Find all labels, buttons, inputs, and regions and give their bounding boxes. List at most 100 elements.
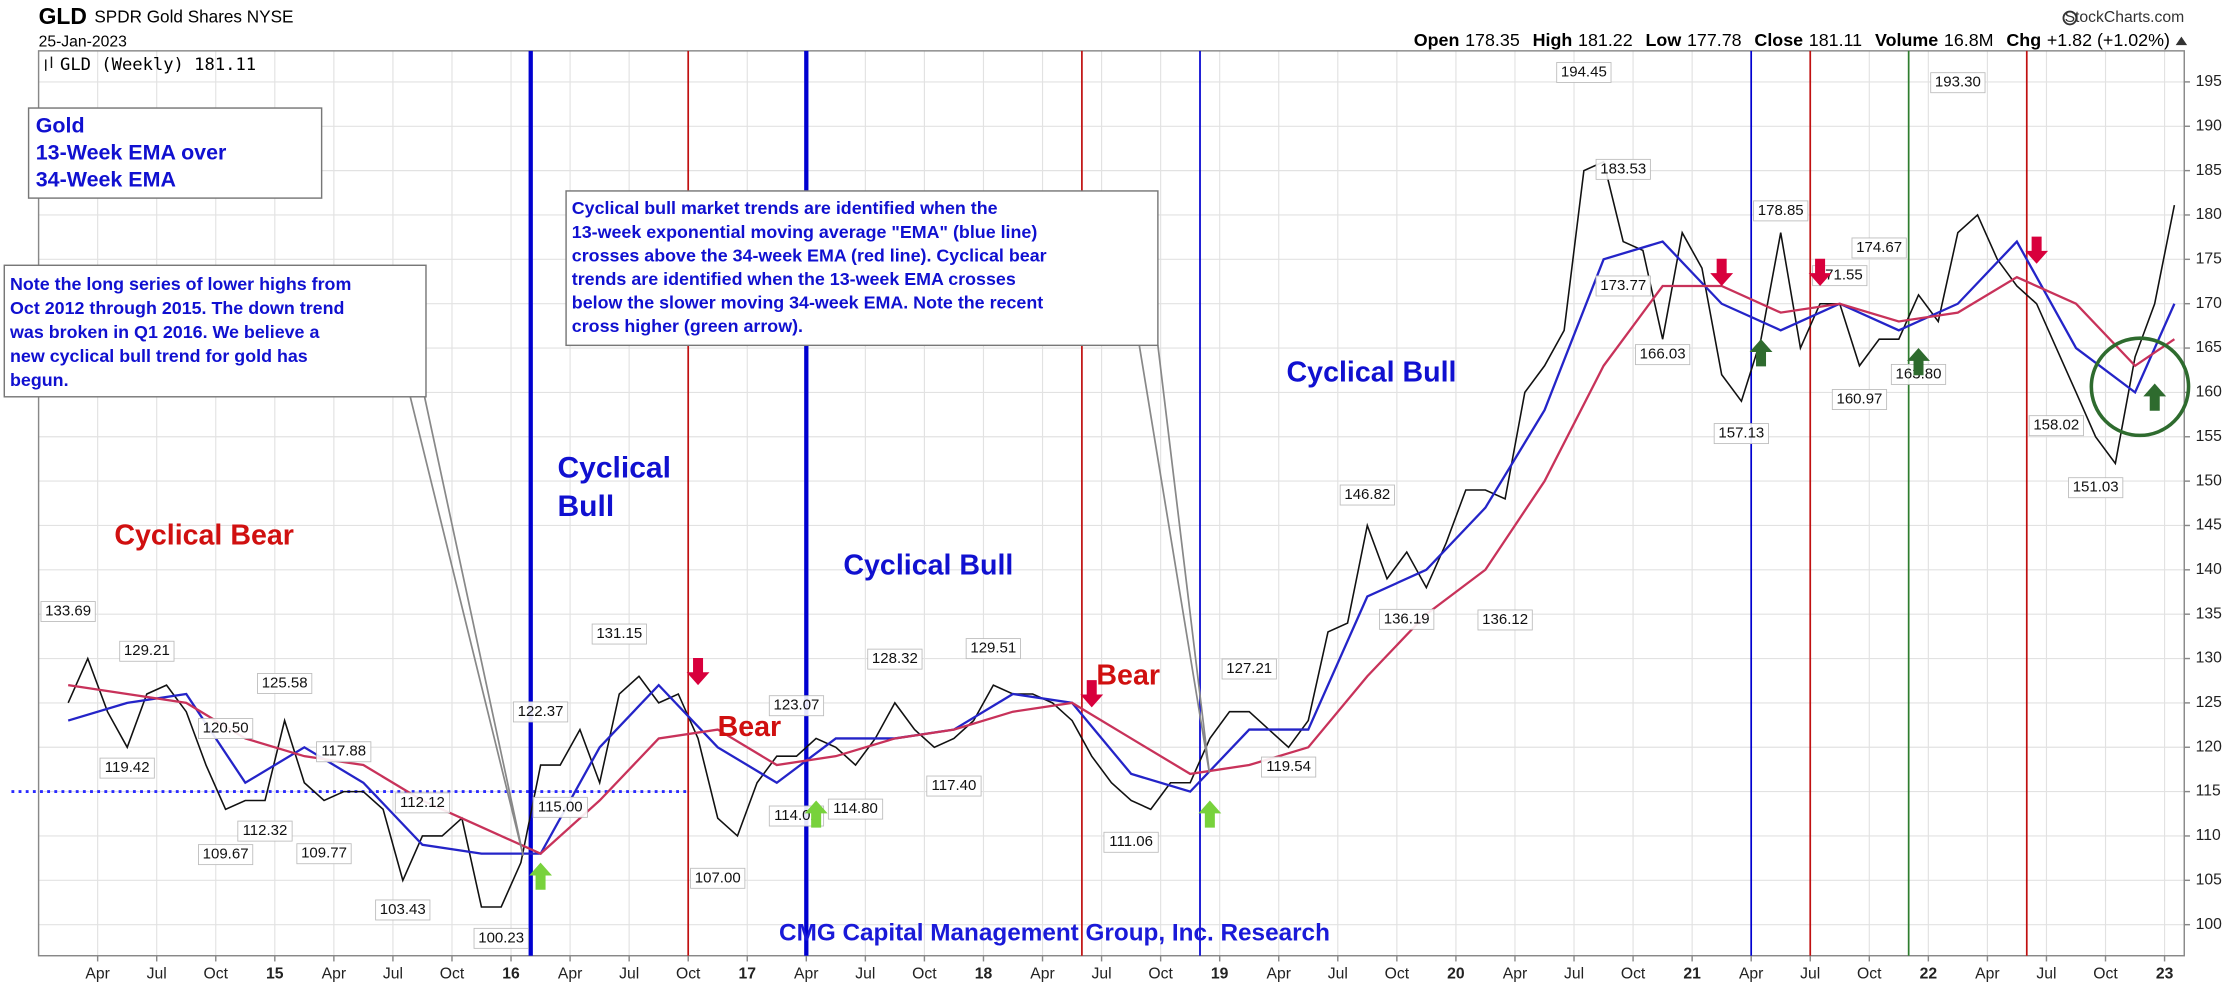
price-label-box [926, 775, 982, 797]
x-tick-label: Apr [1267, 965, 1291, 982]
x-tick-label: 15 [266, 965, 284, 982]
note-line: Cyclical bull market trends are identifi… [572, 198, 998, 218]
y-tick-label: 170 [2196, 295, 2222, 312]
price-label-box [237, 820, 293, 842]
legend-icon [45, 56, 53, 71]
price-label-box [1261, 756, 1317, 778]
note-line: was broken in Q1 2016. We believe a [9, 322, 320, 342]
price-label: 109.77 [301, 845, 347, 862]
phase-label: Cyclical Bear [114, 519, 294, 551]
stat-label: Open [1414, 30, 1460, 50]
price-label-box [296, 843, 352, 865]
x-tick-label: Oct [912, 965, 937, 982]
legend-box-line: 13-Week EMA over [36, 140, 227, 164]
price-label-box [375, 899, 431, 921]
note-box [565, 190, 1159, 347]
price-label-box [99, 757, 155, 779]
x-tick-label: 22 [1920, 965, 1938, 982]
chart-date: 25-Jan-2023 [39, 33, 128, 50]
x-tick-label: Jul [855, 965, 875, 982]
x-tick-label: Oct [2093, 965, 2118, 982]
price-label-box [1831, 389, 1888, 410]
price-label: 115.00 [538, 798, 583, 815]
price-label-box [768, 695, 825, 717]
x-tick-label: Jul [2036, 965, 2056, 982]
price-label: 178.85 [1758, 202, 1804, 219]
price-label: 146.82 [1344, 486, 1390, 503]
price-label: 103.43 [380, 901, 426, 918]
price-label: 193.30 [1935, 74, 1981, 91]
x-tick-label: 23 [2156, 965, 2174, 982]
price-label: 136.19 [1384, 610, 1430, 627]
stats: Open 178.35 High 181.22 Low 177.78 Close 181.11… [1414, 30, 2170, 50]
x-tick-label: Apr [85, 965, 109, 982]
y-tick-label: 135 [2196, 605, 2222, 622]
price-label-box [394, 792, 451, 814]
price-label: 136.12 [1482, 611, 1528, 628]
price-label: 117.40 [932, 777, 977, 794]
x-tick-label: 20 [1447, 965, 1465, 982]
x-tick-label: Jul [383, 965, 403, 982]
plot-frame [37, 50, 2185, 957]
price-label-box [1477, 609, 1533, 631]
stat-label: Low [1646, 30, 1682, 50]
price-label: 183.53 [1600, 160, 1646, 177]
stat-value: 177.78 [1687, 30, 1742, 50]
x-tick-label: Jul [1564, 965, 1584, 982]
note-line: begun. [10, 370, 69, 390]
x-tick-label: Jul [147, 965, 167, 982]
chart-title: GLD [39, 3, 87, 29]
y-tick-label: 110 [2196, 827, 2221, 844]
x-tick-label: Apr [1503, 965, 1527, 982]
price-label-box [1379, 608, 1435, 630]
phase-label: Bear [1096, 660, 1160, 692]
signal-arrow [1907, 348, 1930, 376]
price-label: 117.88 [321, 743, 366, 760]
phase-label: Cyclical [557, 452, 670, 485]
price-label: 127.21 [1226, 660, 1272, 677]
arrows [529, 236, 2167, 890]
price-label-box [40, 601, 96, 622]
y-tick-label: 145 [2196, 517, 2222, 534]
y-tick-label: 150 [2196, 472, 2222, 489]
price-label-box [2028, 415, 2084, 437]
signal-arrow [1749, 339, 1773, 367]
price-label: 166.03 [1640, 346, 1686, 363]
phase-label: Cyclical Bull [1287, 356, 1457, 388]
x-tick-label: Jul [1328, 965, 1348, 982]
y-tick-label: 195 [2196, 73, 2222, 90]
price-label-box [1595, 275, 1651, 297]
x-tick-label: 16 [502, 965, 520, 982]
note-line: new cyclical bull trend for gold has [10, 346, 308, 366]
price-label: 100.23 [478, 929, 524, 946]
price-label: 122.37 [518, 703, 564, 720]
price-label: 158.02 [2033, 417, 2079, 434]
price-label-box [690, 867, 746, 889]
source-logo [2062, 10, 2078, 26]
signal-arrow [804, 800, 828, 828]
price-label-box [198, 844, 254, 866]
legend-label: GLD (Weekly) 181.11 [60, 55, 256, 75]
y-tick-label: 185 [2196, 162, 2222, 179]
price-label: 157.13 [1718, 425, 1764, 442]
x-tick-label: 21 [1683, 965, 1701, 982]
price-label-box [1753, 200, 1809, 222]
price-label: 114.80 [833, 800, 878, 817]
price-label: 151.03 [2073, 479, 2119, 496]
y-tick-label: 130 [2196, 650, 2222, 667]
price-label-box [2068, 477, 2124, 499]
price-label-box [1103, 831, 1159, 853]
stat-label: High [1533, 30, 1573, 50]
price-label: 109.67 [203, 846, 249, 863]
x-tick-label: 18 [975, 965, 993, 982]
y-tick-label: 120 [2196, 738, 2222, 755]
x-tick-label: Apr [1975, 965, 1999, 982]
price-label-box [827, 798, 884, 820]
y-tick-label: 140 [2196, 561, 2222, 578]
price-label: 171.55 [1817, 267, 1863, 284]
price-label-box [1635, 344, 1691, 366]
price-label: 174.67 [1856, 239, 1902, 256]
stat-value: 16.8M [1944, 30, 1994, 50]
price-label-box [1851, 237, 1907, 259]
